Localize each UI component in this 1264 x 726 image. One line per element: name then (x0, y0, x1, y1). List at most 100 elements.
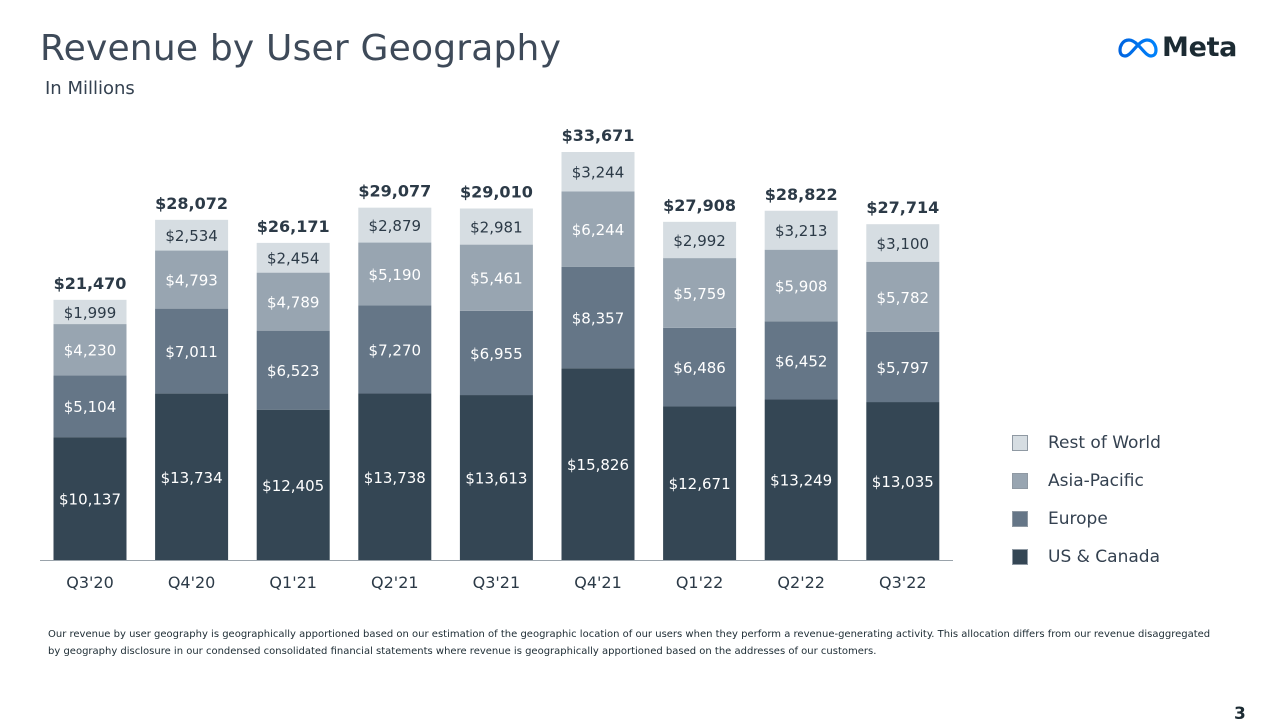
x-tick-label: Q2'22 (777, 573, 825, 592)
bar-segment-label: $6,486 (673, 359, 726, 377)
legend-label-europe: Europe (1048, 509, 1108, 529)
bar-segment-europe (459, 310, 533, 396)
legend-item-asia-pacific: Asia-Pacific (1012, 462, 1161, 500)
bar-segment-rest-of-world (256, 242, 330, 273)
bar-segment-asia-pacific (155, 250, 229, 309)
bar-segment-europe (256, 330, 330, 410)
bar-segment-label: $6,244 (572, 221, 625, 239)
bar-segment-label: $15,826 (567, 456, 629, 474)
x-tick-label: Q4'21 (574, 573, 622, 592)
bar-segment-label: $5,797 (877, 359, 930, 377)
legend-label-us-canada: US & Canada (1048, 547, 1160, 567)
bar-total-label: $26,171 (257, 217, 330, 236)
bar-segment-label: $2,534 (165, 227, 218, 245)
bar-segment-asia-pacific (764, 249, 838, 322)
x-tick-label: Q3'20 (66, 573, 114, 592)
bar-segment-label: $2,992 (673, 232, 726, 250)
legend-label-asia-pacific: Asia-Pacific (1048, 471, 1144, 491)
bar-segment-label: $2,454 (267, 250, 320, 268)
bar-segment-label: $10,137 (59, 491, 121, 509)
bar-segment-europe (764, 321, 838, 400)
bar-total-label: $29,010 (460, 182, 533, 201)
bar-segment-us-canada (358, 393, 432, 560)
bar-segment-europe (866, 331, 940, 403)
page-number: 3 (1234, 704, 1246, 724)
bar-segment-label: $5,190 (369, 266, 422, 284)
bar-segment-label: $4,789 (267, 294, 320, 312)
bar-segment-label: $13,613 (465, 470, 527, 488)
bar-segment-asia-pacific (53, 324, 127, 376)
bar-total-label: $28,072 (155, 194, 228, 213)
bar-segment-europe (53, 375, 127, 438)
legend-swatch-rest-of-world (1012, 435, 1028, 451)
bar-segment-label: $3,244 (572, 164, 625, 182)
x-tick-label: Q3'22 (879, 573, 927, 592)
bar-segment-label: $7,011 (165, 343, 218, 361)
bar-segment-label: $5,461 (470, 270, 523, 288)
bar-segment-label: $6,955 (470, 345, 523, 363)
bar-segment-label: $12,671 (669, 475, 731, 493)
bar-segment-rest-of-world (764, 210, 838, 250)
bar-segment-label: $1,999 (64, 304, 117, 322)
x-tick-label: Q2'21 (371, 573, 419, 592)
bar-total-label: $27,908 (663, 196, 736, 215)
bar-segment-label: $6,523 (267, 362, 320, 380)
legend-item-us-canada: US & Canada (1012, 538, 1161, 576)
bar-total-label: $28,822 (765, 185, 838, 204)
bar-segment-rest-of-world (663, 221, 737, 259)
legend-swatch-us-canada (1012, 549, 1028, 565)
chart-legend: Rest of World Asia-Pacific Europe US & C… (1012, 424, 1161, 576)
bar-segment-asia-pacific (358, 242, 432, 306)
bar-total-label: $29,077 (358, 182, 431, 201)
bar-segment-label: $5,908 (775, 277, 828, 295)
bar-segment-label: $12,405 (262, 477, 324, 495)
bar-segment-rest-of-world (866, 224, 940, 262)
x-tick-label: Q4'20 (168, 573, 216, 592)
bar-segment-us-canada (53, 437, 127, 560)
meta-infinity-logo-icon (1118, 37, 1158, 58)
legend-swatch-europe (1012, 511, 1028, 527)
bar-segment-us-canada (256, 409, 330, 560)
bar-segment-label: $13,734 (161, 469, 223, 487)
bar-segment-label: $2,981 (470, 219, 523, 237)
bar-total-label: $27,714 (866, 198, 939, 217)
bar-segment-asia-pacific (663, 258, 737, 328)
x-tick-label: Q1'21 (269, 573, 317, 592)
bar-segment-label: $5,759 (673, 285, 726, 303)
bar-segment-label: $13,035 (872, 473, 934, 491)
bar-segment-label: $3,213 (775, 222, 828, 240)
bar-segment-label: $4,230 (64, 342, 117, 360)
bar-segment-asia-pacific (561, 191, 635, 267)
bar-segment-us-canada (663, 406, 737, 560)
bar-segment-us-canada (459, 395, 533, 560)
x-tick-label: Q1'22 (676, 573, 724, 592)
bar-segment-rest-of-world (561, 152, 635, 192)
bar-segment-europe (155, 308, 229, 394)
legend-item-rest-of-world: Rest of World (1012, 424, 1161, 462)
bar-segment-us-canada (764, 399, 838, 560)
bar-segment-label: $5,782 (877, 289, 930, 307)
bar-segment-rest-of-world (53, 299, 127, 325)
bar-segment-europe (358, 305, 432, 394)
bar-segment-label: $13,249 (770, 472, 832, 490)
bar-segment-label: $2,879 (369, 217, 422, 235)
bar-segment-asia-pacific (866, 261, 940, 332)
bar-segment-rest-of-world (459, 208, 533, 245)
bar-segment-label: $3,100 (877, 235, 930, 253)
bar-segment-us-canada (561, 368, 635, 560)
bar-segment-rest-of-world (155, 219, 229, 251)
bar-segment-label: $6,452 (775, 352, 828, 370)
bar-segment-label: $4,793 (165, 272, 218, 290)
bar-segment-label: $7,270 (369, 341, 422, 359)
meta-logo: Meta (1118, 32, 1237, 63)
legend-swatch-asia-pacific (1012, 473, 1028, 489)
bar-total-label: $21,470 (54, 274, 127, 293)
bar-segment-label: $8,357 (572, 310, 625, 328)
bar-segment-europe (561, 266, 635, 369)
footnote: Our revenue by user geography is geograp… (48, 629, 1211, 657)
bar-segment-label: $5,104 (64, 398, 117, 416)
bar-segment-europe (663, 327, 737, 407)
bar-segment-us-canada (155, 393, 229, 560)
legend-item-europe: Europe (1012, 500, 1161, 538)
revenue-stacked-bar-chart: $10,137 $5,104 $4,230 $1,999 $21,470 Q3'20 $13… (40, 126, 953, 592)
